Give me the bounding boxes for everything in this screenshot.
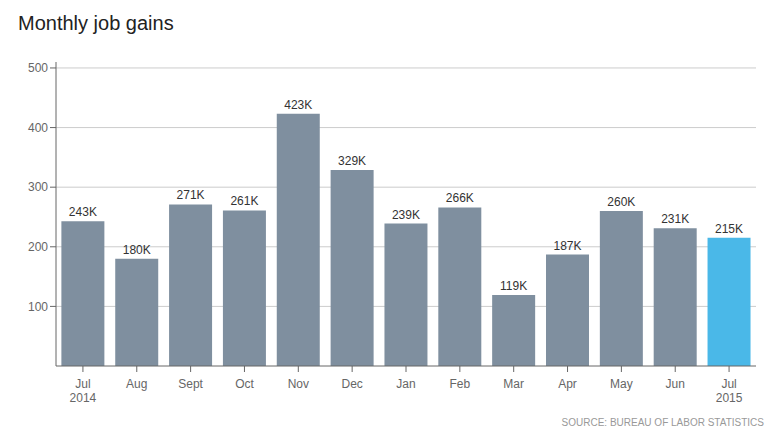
svg-text:231K: 231K: [661, 212, 689, 226]
svg-text:119K: 119K: [500, 279, 527, 293]
svg-text:329K: 329K: [338, 154, 366, 168]
svg-text:Jul2014: Jul2014: [70, 377, 97, 405]
svg-text:200: 200: [28, 240, 48, 254]
svg-text:300: 300: [28, 180, 48, 194]
svg-text:Sept: Sept: [178, 377, 203, 391]
html-text:SOURCE: BUREAU OF LABOR STATIS: SOURCE: BUREAU OF LABOR STATISTICS: [561, 417, 764, 428]
svg-text:500: 500: [28, 61, 48, 75]
svg-text:Jun: Jun: [666, 377, 685, 391]
svg-text:Aug: Aug: [126, 377, 147, 391]
svg-text:Jan: Jan: [396, 377, 415, 391]
svg-text:266K: 266K: [446, 191, 474, 205]
svg-text:260K: 260K: [607, 195, 635, 209]
svg-text:Apr: Apr: [558, 377, 577, 391]
svg-text:187K: 187K: [553, 239, 581, 253]
svg-text:215K: 215K: [715, 222, 743, 236]
svg-text:271K: 271K: [177, 188, 205, 202]
svg-text:180K: 180K: [123, 243, 151, 257]
svg-text:423K: 423K: [284, 98, 312, 112]
svg-text:400: 400: [28, 121, 48, 135]
svg-text:100: 100: [28, 300, 48, 314]
svg-text:Jul2015: Jul2015: [716, 377, 743, 405]
svg-text:Mar: Mar: [503, 377, 524, 391]
svg-text:243K: 243K: [69, 205, 97, 219]
html-text:Monthly job gains: Monthly job gains: [18, 12, 174, 34]
svg-text:Dec: Dec: [341, 377, 362, 391]
svg-text:261K: 261K: [230, 194, 258, 208]
svg-text:Oct: Oct: [235, 377, 254, 391]
svg-text:May: May: [610, 377, 633, 391]
svg-text:239K: 239K: [392, 208, 420, 222]
svg-text:Nov: Nov: [288, 377, 309, 391]
svg-text:Feb: Feb: [450, 377, 471, 391]
